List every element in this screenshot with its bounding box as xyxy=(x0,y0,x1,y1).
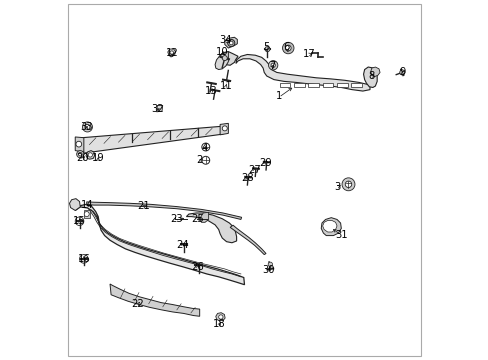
Text: 13: 13 xyxy=(205,86,217,96)
Polygon shape xyxy=(75,137,83,152)
Polygon shape xyxy=(215,313,224,320)
Polygon shape xyxy=(167,49,175,57)
Text: 18: 18 xyxy=(213,319,225,329)
Text: 7: 7 xyxy=(269,61,275,71)
Circle shape xyxy=(229,41,233,45)
Circle shape xyxy=(399,70,404,75)
Circle shape xyxy=(270,63,275,67)
Polygon shape xyxy=(83,211,90,218)
Text: 19: 19 xyxy=(92,153,104,163)
Text: 3: 3 xyxy=(334,182,340,192)
Polygon shape xyxy=(224,37,237,48)
Text: 30: 30 xyxy=(262,265,275,275)
Text: 27: 27 xyxy=(247,165,261,175)
Text: 22: 22 xyxy=(131,299,143,309)
Polygon shape xyxy=(82,126,223,153)
Text: 25: 25 xyxy=(190,215,203,224)
Text: 1: 1 xyxy=(275,91,281,101)
Bar xyxy=(293,83,304,87)
Circle shape xyxy=(88,153,92,157)
Circle shape xyxy=(264,46,269,51)
Text: 17: 17 xyxy=(302,49,315,59)
Text: 21: 21 xyxy=(138,201,150,211)
Polygon shape xyxy=(235,54,369,91)
Circle shape xyxy=(345,181,351,188)
Text: 31: 31 xyxy=(334,230,347,239)
Text: 33: 33 xyxy=(81,122,93,132)
Text: 24: 24 xyxy=(176,240,189,250)
Circle shape xyxy=(341,178,354,191)
Circle shape xyxy=(222,55,227,60)
Circle shape xyxy=(227,40,234,46)
Circle shape xyxy=(202,156,209,164)
Text: 26: 26 xyxy=(191,262,204,272)
Text: 6: 6 xyxy=(283,42,289,52)
Bar xyxy=(308,83,319,87)
Polygon shape xyxy=(156,105,163,112)
Text: 12: 12 xyxy=(165,48,178,58)
Polygon shape xyxy=(220,123,228,135)
Text: 32: 32 xyxy=(151,104,163,114)
Bar xyxy=(351,83,362,87)
Circle shape xyxy=(85,125,90,130)
Text: 28: 28 xyxy=(241,173,253,183)
Text: 9: 9 xyxy=(398,67,405,77)
Text: 4: 4 xyxy=(202,143,208,153)
Polygon shape xyxy=(322,221,336,232)
Circle shape xyxy=(222,126,227,131)
Text: 15: 15 xyxy=(73,216,86,226)
Polygon shape xyxy=(86,150,94,159)
Polygon shape xyxy=(75,204,244,285)
Circle shape xyxy=(84,212,89,217)
Polygon shape xyxy=(215,51,228,69)
Text: 14: 14 xyxy=(81,200,94,210)
Polygon shape xyxy=(363,67,376,87)
Text: 34: 34 xyxy=(219,35,232,45)
Circle shape xyxy=(282,42,293,54)
Bar xyxy=(279,83,290,87)
Circle shape xyxy=(169,51,173,54)
Text: 8: 8 xyxy=(368,71,374,81)
Bar xyxy=(322,83,333,87)
Polygon shape xyxy=(86,202,241,220)
Text: 20: 20 xyxy=(76,153,88,163)
Text: 23: 23 xyxy=(170,215,183,224)
Polygon shape xyxy=(186,213,236,243)
Circle shape xyxy=(285,45,290,51)
Circle shape xyxy=(268,60,277,70)
Text: 29: 29 xyxy=(258,158,271,168)
Polygon shape xyxy=(69,199,80,211)
Circle shape xyxy=(78,152,82,156)
Text: 11: 11 xyxy=(219,81,232,91)
Circle shape xyxy=(218,315,223,319)
Text: 5: 5 xyxy=(262,42,269,52)
Text: 16: 16 xyxy=(77,254,90,264)
Circle shape xyxy=(267,262,272,266)
Circle shape xyxy=(77,150,83,158)
Polygon shape xyxy=(370,67,379,77)
Polygon shape xyxy=(321,218,341,235)
Polygon shape xyxy=(110,284,199,316)
Circle shape xyxy=(76,141,81,147)
Bar xyxy=(336,83,347,87)
Text: 2: 2 xyxy=(196,155,203,165)
Circle shape xyxy=(82,122,92,132)
Polygon shape xyxy=(219,51,238,65)
Polygon shape xyxy=(230,225,265,255)
Text: 10: 10 xyxy=(216,46,228,57)
Polygon shape xyxy=(199,212,208,222)
Circle shape xyxy=(202,143,209,151)
